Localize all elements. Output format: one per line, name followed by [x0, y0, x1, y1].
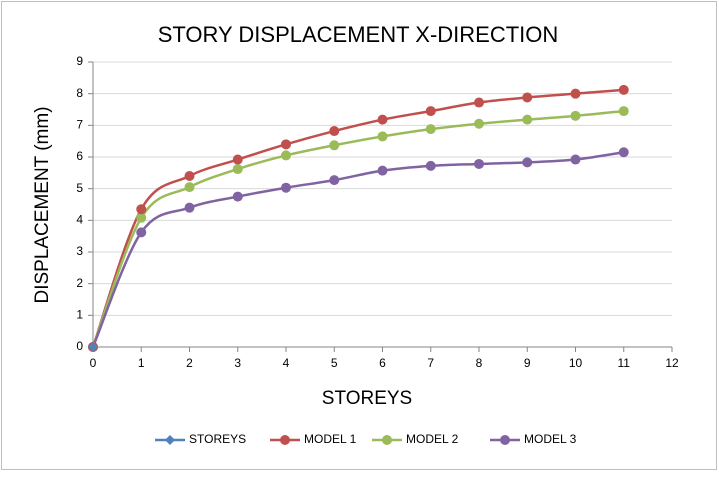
y-tick-label: 0	[76, 339, 83, 353]
chart-title: STORY DISPLACEMENT X-DIRECTION	[158, 22, 559, 47]
y-tick-label: 8	[76, 86, 83, 100]
x-tick-label: 11	[618, 356, 631, 370]
legend-label: MODEL 3	[524, 432, 577, 446]
y-tick-label: 7	[76, 118, 83, 132]
x-tick-label: 3	[234, 356, 241, 370]
data-point	[618, 106, 629, 117]
x-tick-label: 8	[476, 356, 483, 370]
data-point	[184, 202, 195, 213]
x-tick-label: 9	[524, 356, 531, 370]
data-point	[570, 88, 581, 99]
data-point	[474, 158, 484, 169]
x-tick-label: 1	[138, 356, 145, 370]
data-point	[377, 131, 388, 142]
x-tick-label: 6	[379, 356, 386, 370]
legend-marker	[280, 435, 290, 445]
y-tick-label: 3	[76, 244, 83, 258]
x-tick-label: 7	[427, 356, 434, 370]
y-tick-label: 2	[76, 276, 83, 290]
legend-marker	[165, 435, 175, 445]
data-point	[425, 160, 436, 171]
data-point	[184, 182, 195, 193]
x-tick-label: 10	[569, 356, 583, 370]
data-point	[329, 140, 340, 151]
y-tick-label: 4	[76, 213, 83, 227]
legend-marker	[382, 435, 392, 445]
legend-marker	[500, 435, 510, 445]
legend-label: STOREYS	[189, 432, 246, 446]
data-point	[232, 191, 243, 202]
data-point	[474, 118, 484, 129]
data-point	[136, 204, 147, 215]
x-axis-label: STOREYS	[322, 388, 412, 409]
y-tick-label: 5	[76, 181, 83, 195]
data-point	[618, 147, 629, 158]
data-point	[232, 164, 243, 175]
data-point	[88, 342, 98, 352]
y-tick-label: 6	[76, 149, 83, 163]
data-point	[184, 171, 195, 181]
data-point	[329, 126, 340, 137]
data-point	[377, 114, 388, 125]
data-point	[522, 114, 533, 125]
y-tick-label: 9	[76, 54, 83, 68]
data-point	[281, 150, 291, 161]
x-tick-label: 5	[331, 356, 338, 370]
x-tick-label: 12	[665, 356, 679, 370]
data-point	[474, 97, 484, 108]
chart-border	[1, 1, 717, 470]
data-point	[522, 92, 533, 103]
data-point	[377, 165, 388, 176]
x-tick-label: 2	[186, 356, 193, 370]
x-tick-label: 4	[283, 356, 290, 370]
legend-label: MODEL 2	[406, 432, 459, 446]
y-axis-label: DISPLACEMENT (mm)	[32, 106, 53, 303]
data-point	[281, 182, 291, 193]
data-point	[522, 157, 533, 168]
data-point	[136, 212, 147, 223]
x-tick-label: 0	[90, 356, 97, 370]
data-point	[570, 154, 581, 165]
data-point	[232, 154, 243, 165]
data-point	[425, 106, 436, 117]
data-point	[281, 139, 291, 150]
data-point	[329, 175, 340, 186]
data-point	[618, 84, 629, 95]
data-point	[570, 110, 581, 121]
data-point	[425, 124, 436, 135]
legend-label: MODEL 1	[304, 432, 357, 446]
y-tick-label: 1	[76, 308, 83, 322]
data-point	[136, 227, 147, 238]
